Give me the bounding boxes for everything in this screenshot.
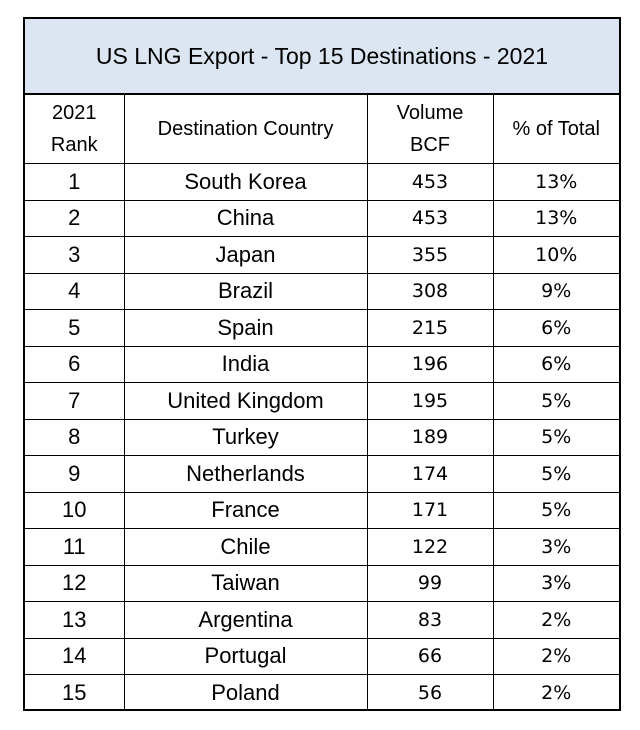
country-cell: India	[123, 345, 368, 383]
country-cell: Brazil	[123, 272, 368, 310]
vol-cell: 99	[366, 564, 494, 602]
table-row: 7 United Kingdom 195 5%	[25, 382, 619, 420]
pct-cell: 3%	[492, 528, 619, 566]
rank-cell: 15	[25, 674, 125, 711]
rank-cell: 9	[25, 455, 125, 493]
country-cell: United Kingdom	[123, 382, 368, 420]
table-row: 3 Japan 355 10%	[25, 236, 619, 274]
country-cell: Portugal	[123, 637, 368, 675]
pct-cell: 5%	[492, 455, 619, 493]
rank-cell: 11	[25, 528, 125, 566]
rank-header-year: 2021	[52, 102, 97, 124]
pct-cell: 2%	[492, 601, 619, 639]
table-row: 10 France 171 5%	[25, 491, 619, 529]
percent-header: % of Total	[492, 95, 619, 164]
pct-cell: 5%	[492, 491, 619, 529]
rank-header-label: Rank	[50, 134, 98, 156]
rank-cell: 2	[25, 199, 125, 237]
vol-cell: 308	[366, 272, 494, 310]
volume-header: Volume BCF	[366, 95, 494, 164]
country-cell: Poland	[123, 674, 368, 711]
volume-header-unit: BCF	[410, 134, 450, 156]
vol-cell: 122	[366, 528, 494, 566]
pct-cell: 13%	[492, 199, 619, 237]
vol-cell: 56	[366, 674, 494, 711]
vol-cell: 196	[366, 345, 494, 383]
rank-cell: 4	[25, 272, 125, 310]
header-row: 2021 Rank Destination Country Volume BCF…	[25, 95, 619, 164]
table-row: 8 Turkey 189 5%	[25, 418, 619, 456]
country-cell: Argentina	[123, 601, 368, 639]
pct-cell: 10%	[492, 236, 619, 274]
table-title: US LNG Export - Top 15 Destinations - 20…	[25, 19, 619, 95]
vol-cell: 215	[366, 309, 494, 347]
table-row: 2 China 453 13%	[25, 199, 619, 237]
vol-cell: 453	[366, 163, 494, 201]
country-cell: China	[123, 199, 368, 237]
pct-cell: 3%	[492, 564, 619, 602]
rank-cell: 6	[25, 345, 125, 383]
rank-cell: 10	[25, 491, 125, 529]
country-cell: Chile	[123, 528, 368, 566]
pct-cell: 2%	[492, 637, 619, 675]
pct-cell: 2%	[492, 674, 619, 711]
pct-cell: 9%	[492, 272, 619, 310]
country-cell: Taiwan	[123, 564, 368, 602]
country-cell: Netherlands	[123, 455, 368, 493]
rank-cell: 3	[25, 236, 125, 274]
table-row: 9 Netherlands 174 5%	[25, 455, 619, 493]
table-row: 6 India 196 6%	[25, 345, 619, 383]
vol-cell: 453	[366, 199, 494, 237]
table-row: 15 Poland 56 2%	[25, 674, 619, 711]
pct-cell: 13%	[492, 163, 619, 201]
country-header: Destination Country	[123, 95, 368, 164]
rank-cell: 14	[25, 637, 125, 675]
table-row: 1 South Korea 453 13%	[25, 163, 619, 201]
table-row: 13 Argentina 83 2%	[25, 601, 619, 639]
table-row: 5 Spain 215 6%	[25, 309, 619, 347]
pct-cell: 6%	[492, 309, 619, 347]
country-cell: Spain	[123, 309, 368, 347]
table-row: 4 Brazil 308 9%	[25, 272, 619, 310]
rank-cell: 13	[25, 601, 125, 639]
vol-cell: 83	[366, 601, 494, 639]
rank-cell: 1	[25, 163, 125, 201]
rank-header: 2021 Rank	[25, 95, 125, 164]
vol-cell: 355	[366, 236, 494, 274]
country-cell: Turkey	[123, 418, 368, 456]
table-row: 12 Taiwan 99 3%	[25, 564, 619, 602]
vol-cell: 195	[366, 382, 494, 420]
pct-cell: 6%	[492, 345, 619, 383]
table-body: 1 South Korea 453 13% 2 China 453 13% 3 Japan 355 1…	[25, 163, 619, 711]
country-cell: Japan	[123, 236, 368, 274]
vol-cell: 189	[366, 418, 494, 456]
pct-cell: 5%	[492, 418, 619, 456]
table-row: 11 Chile 122 3%	[25, 528, 619, 566]
rank-cell: 5	[25, 309, 125, 347]
rank-cell: 8	[25, 418, 125, 456]
vol-cell: 174	[366, 455, 494, 493]
country-cell: South Korea	[123, 163, 368, 201]
pct-cell: 5%	[492, 382, 619, 420]
rank-cell: 12	[25, 564, 125, 602]
country-cell: France	[123, 491, 368, 529]
vol-cell: 66	[366, 637, 494, 675]
volume-header-label: Volume	[396, 102, 464, 124]
rank-cell: 7	[25, 382, 125, 420]
lng-export-table: 2021 Rank Destination Country Volume BCF…	[25, 95, 619, 711]
table-frame: US LNG Export - Top 15 Destinations - 20…	[23, 17, 621, 711]
vol-cell: 171	[366, 491, 494, 529]
table-row: 14 Portugal 66 2%	[25, 637, 619, 675]
